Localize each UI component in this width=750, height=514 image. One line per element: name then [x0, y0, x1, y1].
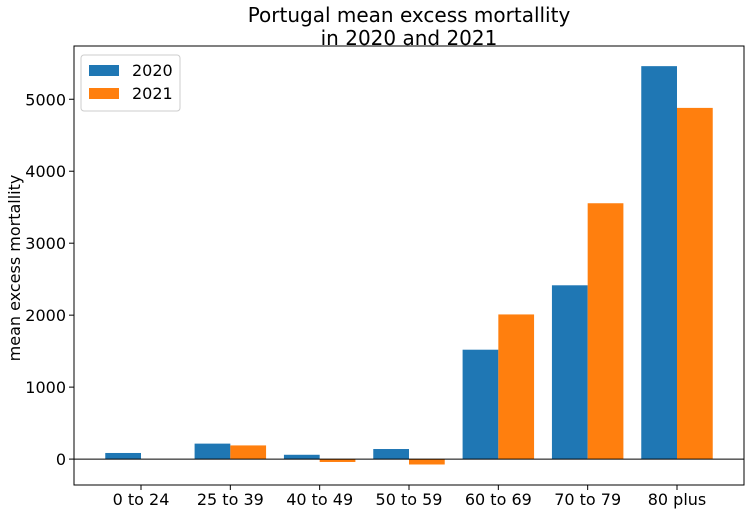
- y-tick-label-3000: 3000: [25, 234, 66, 253]
- y-axis: 0 1000 2000 3000 4000 5000: [25, 90, 74, 469]
- bar-60-to-69-2020: [462, 349, 499, 460]
- legend-label-2021: 2021: [132, 84, 173, 103]
- bar-80-plus-2021: [677, 107, 713, 460]
- y-tick-label-2000: 2000: [25, 306, 66, 325]
- x-tick-label-50-to-59: 50 to 59: [376, 490, 443, 509]
- bar-40-to-49-2021: [319, 459, 356, 462]
- bar-50-to-59-2021: [409, 459, 445, 465]
- bar-50-to-59-2020: [373, 449, 409, 460]
- y-axis-label: mean excess mortallity: [5, 175, 24, 362]
- chart-title-line-1: Portugal mean excess mortallity: [248, 3, 571, 27]
- legend-swatch-2021: [89, 88, 119, 99]
- x-tick-label-80-plus: 80 plus: [648, 490, 707, 509]
- bar-70-to-79-2020: [551, 285, 588, 460]
- plot-frame: [73, 45, 745, 486]
- bars-layer: [105, 66, 713, 465]
- x-tick-label-25-to-39: 25 to 39: [197, 490, 264, 509]
- legend: 2020 2021: [80, 54, 181, 112]
- legend-swatch-2020: [89, 65, 119, 76]
- x-axis: 0 to 24 25 to 39 40 to 49 50 to 59 60 to 69 7…: [113, 485, 707, 509]
- x-tick-label-0-to-24: 0 to 24: [113, 490, 170, 509]
- bar-70-to-79-2021: [587, 203, 624, 460]
- bar-0-to-24-2020: [105, 452, 141, 460]
- bar-60-to-69-2021: [498, 314, 535, 460]
- y-tick-label-1000: 1000: [25, 378, 66, 397]
- chart-title: Portugal mean excess mortallity in 2020 …: [248, 3, 571, 50]
- bar-80-plus-2020: [641, 66, 677, 460]
- x-tick-label-60-to-69: 60 to 69: [465, 490, 532, 509]
- y-tick-label-0: 0: [56, 450, 66, 469]
- y-tick-label-4000: 4000: [25, 162, 66, 181]
- legend-label-2020: 2020: [132, 61, 173, 80]
- y-tick-label-5000: 5000: [25, 90, 66, 109]
- x-tick-label-40-to-49: 40 to 49: [286, 490, 353, 509]
- bar-25-to-39-2020: [194, 443, 231, 460]
- x-tick-label-70-to-79: 70 to 79: [554, 490, 621, 509]
- bar-25-to-39-2021: [230, 445, 267, 460]
- bar-40-to-49-2020: [283, 454, 320, 460]
